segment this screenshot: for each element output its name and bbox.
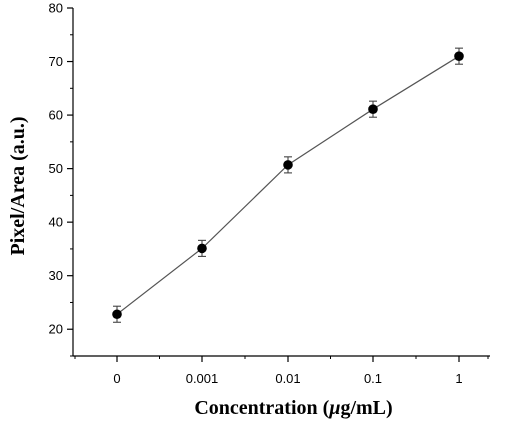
y-tick-label: 80 — [49, 1, 63, 16]
y-ticks: 20 30 40 50 60 70 80 — [49, 1, 73, 357]
series-line — [116, 55, 460, 315]
y-tick-label: 70 — [49, 54, 63, 69]
data-point — [454, 51, 464, 61]
y-tick-label: 60 — [49, 108, 63, 123]
x-tick-label: 1 — [455, 371, 462, 386]
x-axis-title-mu: μ — [328, 397, 340, 419]
y-tick-label: 20 — [49, 322, 63, 337]
data-point — [112, 309, 122, 320]
x-ticks: 0 0.001 0.01 0.1 1 — [74, 356, 489, 386]
data-point — [368, 104, 378, 114]
series — [112, 47, 464, 323]
x-tick-label: 0.001 — [186, 371, 219, 386]
data-point — [283, 160, 293, 170]
x-tick-label: 0 — [113, 371, 120, 386]
y-axis-title: Pixel/Area (a.u.) — [7, 116, 29, 255]
axes — [72, 8, 490, 357]
y-tick-label: 50 — [49, 161, 63, 176]
x-tick-label: 0.01 — [275, 371, 300, 386]
data-point — [197, 243, 207, 254]
y-tick-label: 30 — [49, 268, 63, 283]
x-axis-title-pre: Concentration ( — [194, 397, 329, 419]
y-tick-label: 40 — [49, 215, 63, 230]
x-axis-title-post: g/mL) — [340, 397, 392, 419]
x-tick-label: 0.1 — [364, 371, 382, 386]
x-axis-title: Concentration (μg/mL) — [194, 397, 392, 419]
